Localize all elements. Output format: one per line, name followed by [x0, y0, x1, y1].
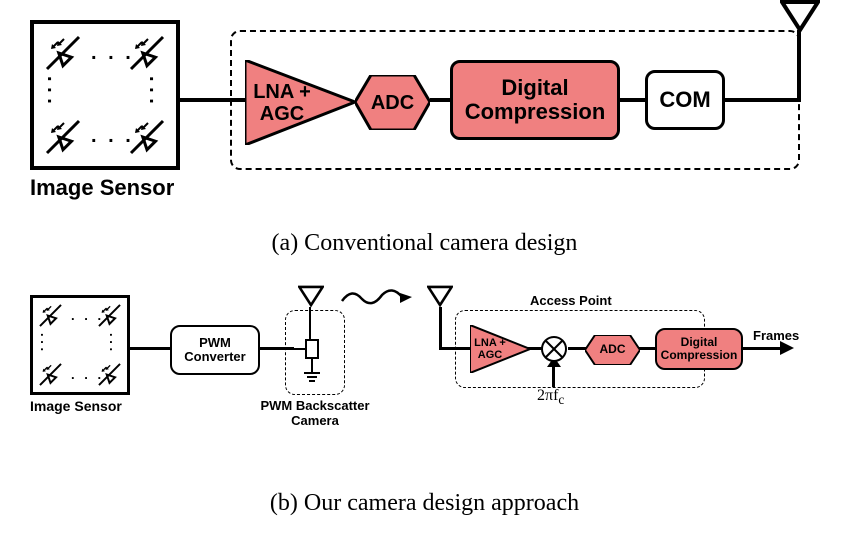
wire — [180, 98, 245, 102]
lna-agc-block-b: LNA + AGC — [470, 325, 530, 373]
pwm-converter-block: PWM Converter — [170, 325, 260, 375]
dots-icon: . . . — [112, 333, 117, 351]
arrowhead-icon — [780, 341, 794, 355]
diagram-b: . . . . . . . . . . . . Image Sensor PWM… — [30, 295, 820, 475]
dots-icon: . . . — [91, 42, 134, 65]
photodiode-icon — [38, 362, 63, 387]
diagram-a: . . . . . . . . . . . . Image Sensor LNA… — [30, 20, 820, 220]
mixer-icon — [540, 335, 568, 363]
dots-icon: . . . — [91, 125, 134, 148]
wire — [725, 98, 800, 102]
backscatter-camera-label: PWM Backscatter Camera — [260, 398, 370, 428]
lna-label: LNA + AGC — [474, 337, 506, 361]
formula-label: 2πfc — [537, 387, 564, 408]
image-sensor-box-a: . . . . . . . . . . . . — [30, 20, 180, 170]
dots-icon: . . . — [50, 76, 58, 104]
antenna-icon — [780, 0, 820, 35]
wire — [439, 307, 442, 350]
wire — [797, 30, 801, 102]
lna-agc-block-a: LNA + AGC — [245, 60, 355, 145]
frames-label: Frames — [753, 328, 799, 343]
wire — [130, 347, 170, 350]
adc-label: ADC — [600, 343, 626, 356]
wire — [260, 347, 294, 350]
dots-icon: . . . — [71, 308, 104, 323]
wire — [430, 98, 450, 102]
transistor-icon — [292, 325, 338, 390]
caption-a: (a) Conventional camera design — [0, 230, 849, 257]
formula-sub: c — [558, 392, 564, 407]
antenna-icon — [298, 285, 324, 309]
photodiode-icon — [38, 303, 63, 328]
rf-link-icon — [340, 287, 420, 309]
digital-compression-block-a: Digital Compression — [450, 60, 620, 140]
wire — [743, 347, 783, 350]
wire — [620, 98, 645, 102]
wire — [568, 347, 586, 350]
adc-block-b: ADC — [585, 335, 640, 365]
lna-label: LNA + AGC — [253, 81, 311, 125]
com-block: COM — [645, 70, 725, 130]
adc-block-a: ADC — [355, 75, 430, 130]
photodiode-icon — [44, 118, 82, 156]
wire — [439, 347, 472, 350]
caption-b: (b) Our camera design approach — [0, 490, 849, 517]
image-sensor-box-b: . . . . . . . . . . . . — [30, 295, 130, 395]
formula-text: 2πf — [537, 387, 558, 404]
digital-compression-block-b: Digital Compression — [655, 328, 743, 370]
wire — [309, 307, 311, 327]
photodiode-icon — [44, 34, 82, 72]
sensor-label-b: Image Sensor — [30, 398, 122, 414]
sensor-label-a: Image Sensor — [30, 175, 174, 201]
dots-icon: . . . — [43, 333, 48, 351]
adc-label: ADC — [371, 92, 414, 114]
wire — [638, 347, 656, 350]
dots-icon: . . . — [152, 76, 160, 104]
antenna-icon — [427, 285, 453, 309]
dots-icon: . . . — [71, 367, 104, 382]
access-point-label: Access Point — [530, 293, 612, 308]
